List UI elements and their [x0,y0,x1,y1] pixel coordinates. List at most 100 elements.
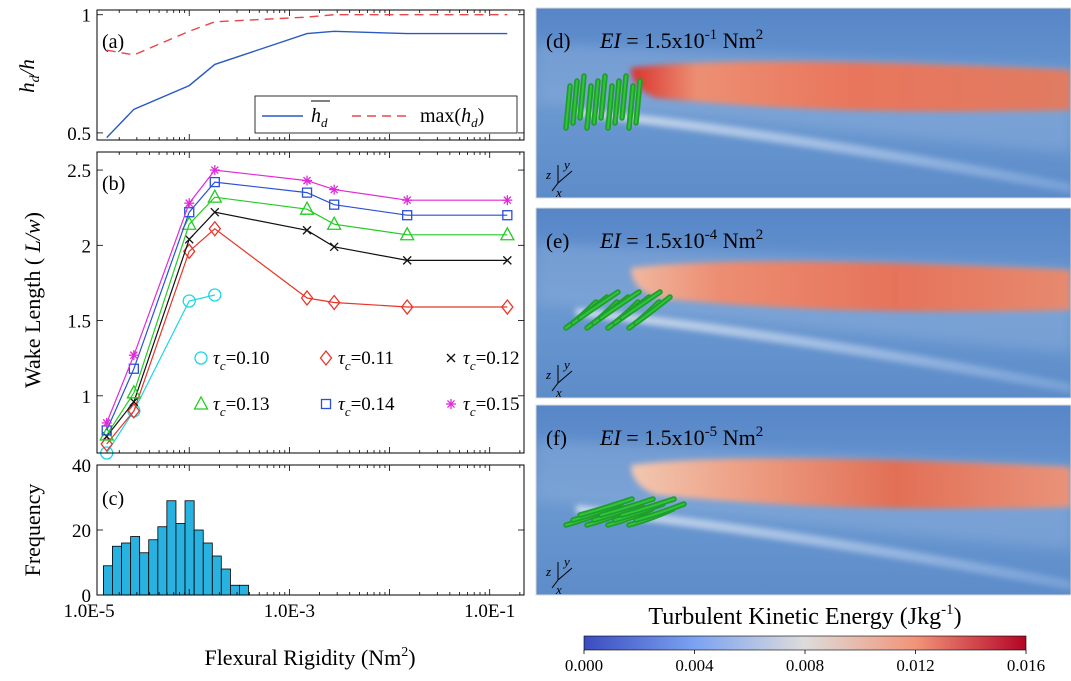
legend-b-entry: τc=0.12 [446,348,520,373]
data-point [210,207,220,217]
legend-b-entry: τc=0.13 [193,394,270,419]
x-tick-label: 1.0E-5 [63,601,114,622]
data-point [302,175,313,186]
canopy-blade-highlight [579,291,619,319]
panel-label: (d) [546,29,571,53]
histogram-bar [184,500,195,596]
data-point [101,417,112,428]
histogram-bar [139,552,150,596]
x-tick-label: 1.0E-3 [264,601,315,622]
legend-b-entry: τc=0.10 [194,348,270,373]
axes-triad: zyx [545,554,573,597]
axis-x [551,382,559,392]
histogram-bar [112,545,122,596]
y-tick-label: 40 [72,456,91,477]
data-point [207,188,223,203]
legend-a-label-max: max(hd) [420,105,484,130]
y-tick-label: 2 [82,236,92,257]
legend-a-box [254,95,518,134]
canopy-blade-highlight [635,80,641,124]
legend-b-entry: τc=0.15 [446,394,520,419]
legend-b-label: τc=0.13 [213,394,270,419]
turbulent-wake [631,261,1071,312]
data-point [299,200,315,215]
data-point [402,210,413,221]
series-3 [99,188,515,441]
y-tick-label: 1 [82,387,92,408]
canopy-blade-highlight [600,75,606,119]
colorbar-tick-label: 0.008 [786,656,824,675]
data-point [399,226,415,241]
data-point [182,294,196,308]
canopy-blade-highlight [593,80,599,124]
data-point [327,294,341,311]
data-point [502,195,513,206]
canopy-blade-highlight [579,75,585,119]
legend-b-label: τc=0.11 [338,348,394,373]
data-point [208,288,222,302]
data-point [99,426,115,441]
lower-wake-streak [576,108,1071,193]
canopy-blade-highlight [621,498,675,516]
histogram-bar [157,526,168,596]
data-point [502,210,513,221]
ei-label: EI = 1.5x10-1 Nm2 [599,27,763,53]
series-5 [101,165,513,428]
panel-label: (f) [546,426,567,450]
axis-z-label: z [545,367,551,382]
canopy-blade-highlight [579,498,633,516]
legend-b-label: τc=0.15 [463,394,520,419]
data-point [181,215,197,230]
data-point [129,397,139,407]
canopy-blade-highlight [607,85,613,129]
series-line [106,294,215,454]
panel-label-c: (c) [102,488,124,510]
canopy-blade-highlight [628,85,634,129]
series-0 [100,288,222,460]
colorbar-tick-label: 0.016 [1007,656,1045,675]
series-line [106,181,508,431]
histogram-bar [230,584,240,596]
ei-label: EI = 1.5x10-4 Nm2 [599,227,763,253]
data-point [446,399,456,409]
axes-triad: zyx [545,157,573,200]
x-tick-label: 1.0E-1 [464,601,515,622]
data-point [194,351,208,365]
axis-x-label: x [555,582,562,597]
data-point [193,395,209,410]
data-point [100,435,114,453]
axis-y-label: y [562,157,570,172]
data-point [209,176,220,188]
panel-label: (e) [546,229,569,253]
data-point [446,353,456,363]
histogram-bar [121,542,132,596]
y-tick-label: 0 [82,586,92,607]
colorbar-title: Turbulent Kinetic Energy (Jkg-1) [648,602,961,630]
colorbar-tick-label: 0.004 [675,656,714,675]
data-point [126,384,142,399]
legend-b-label: τc=0.14 [338,394,395,419]
axis-y [557,567,573,581]
axis-z-label: z [545,167,551,182]
data-point [402,195,413,206]
canopy-blades [563,496,687,528]
ei-label: EI = 1.5x10-5 Nm2 [599,424,763,450]
simulation-panel: (f) EI = 1.5x10-5 Nm2 zyx [535,404,1071,597]
data-point [501,298,514,316]
data-point [128,363,140,374]
colorbar-tick-label: 0.012 [896,656,934,675]
canopy-blade-highlight [635,503,685,521]
lower-wake-streak [576,505,1071,590]
data-point [302,225,312,235]
data-point [499,226,515,241]
data-point [128,350,139,361]
colorbar-gradient [583,635,1027,651]
histogram-bar [220,568,231,596]
panel-a: 0.5 1 hd/h (a) hd max(hd) [15,6,524,145]
histogram-bar [166,500,177,596]
axis-x-label: x [555,385,562,400]
canopy-blade-highlight [565,85,571,129]
simulation-panel: (d) EI = 1.5x10-1 Nm2 zyx [535,7,1071,200]
